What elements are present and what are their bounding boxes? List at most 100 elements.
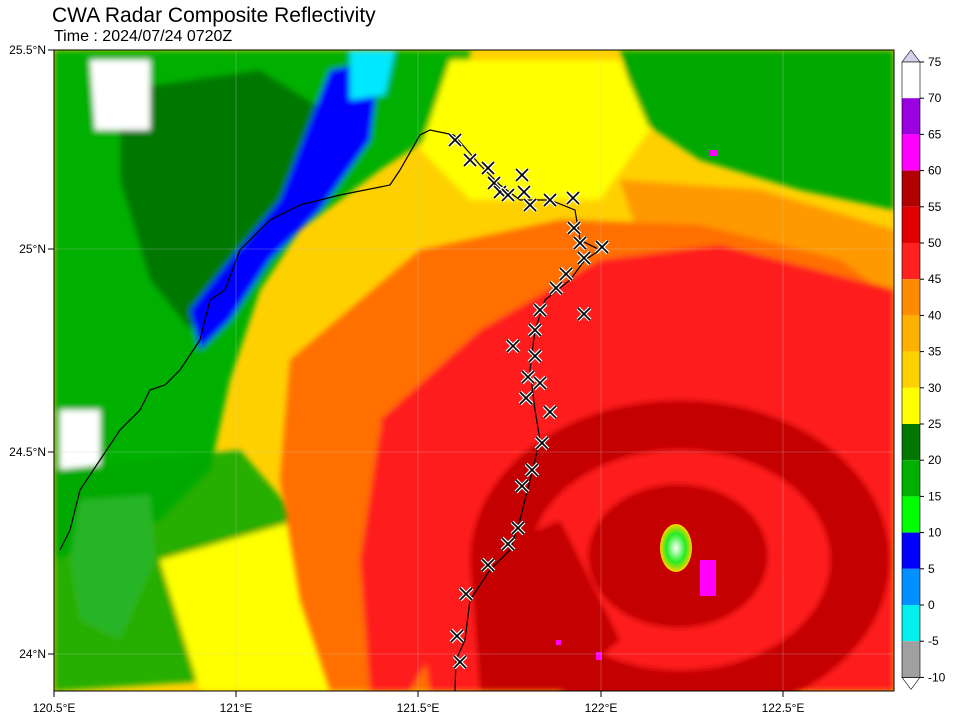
colorbar-label: 40 [928,308,942,322]
coastline [59,129,455,551]
colorbar-segment [902,641,920,678]
x-icon [576,250,592,266]
colorbar-label: 65 [928,127,942,141]
radar-echo-layer [54,50,894,691]
colorbar-label: 75 [928,55,942,69]
x-tick-label: 120.5°E [33,701,76,715]
x-icon [505,338,521,354]
x-icon [527,348,543,364]
colorbar-segment [902,496,920,533]
x-icon [566,220,582,236]
echo-red-west-band [360,400,470,691]
colorbar-label: -5 [928,634,939,648]
echo-darkred-south [470,520,620,691]
x-icon [447,132,463,148]
x-icon [558,266,574,282]
x-tick-label: 121°E [220,701,253,715]
x-icon [542,192,558,208]
echo-magenta-dot-1 [710,150,718,156]
x-icon [492,184,508,200]
colorbar-segment [902,315,920,352]
x-icon [548,280,564,296]
x-icon [449,628,465,644]
y-tick-label: 25.5°N [9,43,46,57]
colorbar-top-arrow [901,49,921,63]
x-icon [480,160,496,176]
typhoon-eye [660,524,692,572]
y-axis: 25.5°N 25°N 24.5°N 24°N [9,43,54,661]
colorbar-label: 0 [928,598,935,612]
x-icon [520,369,536,385]
x-icon [514,478,530,494]
colorbar-segment [902,134,920,171]
x-icon [532,375,548,391]
colorbar-segment [902,424,920,461]
colorbar-frame [901,61,921,678]
x-tick-label: 121.5°E [397,701,440,715]
x-axis: 120.5°E 121°E 121.5°E 122°E 122.5°E [33,691,805,715]
x-icon [516,184,532,200]
colorbar-label: 45 [928,272,942,286]
x-icon [565,190,581,206]
colorbar-segment [902,98,920,135]
y-tick-label: 25°N [19,242,46,256]
colorbar-label: 5 [928,562,935,576]
colorbar-segment [902,170,920,207]
x-tick-label: 122°E [585,701,618,715]
echo-yellow-north [420,60,650,200]
colorbar-label: 70 [928,91,942,105]
x-icon [576,306,592,322]
colorbar-label: 10 [928,526,942,540]
colorbar-segment [902,243,920,280]
colorbar-label: -10 [928,670,946,684]
colorbar-label: 35 [928,345,942,359]
echo-cyan-top [350,50,395,100]
x-icon [527,322,543,338]
echo-white-patch-1 [90,60,150,130]
colorbar-segment [902,279,920,316]
colorbar-label: 55 [928,200,942,214]
x-tick-label: 122.5°E [762,701,805,715]
x-icon [514,167,530,183]
colorbar-label: 20 [928,453,942,467]
colorbar-label: 30 [928,381,942,395]
colorbar-segment [902,532,920,569]
y-tick-label: 24.5°N [9,445,46,459]
x-icon [486,175,502,191]
colorbar-segment [902,206,920,243]
x-icon [532,302,548,318]
x-icon [462,152,478,168]
colorbar-segment [902,605,920,642]
echo-blue-band [190,60,380,350]
grid-lines [54,50,894,691]
echo-magenta-dot-3 [556,640,561,645]
x-icon [510,520,526,536]
y-tick-label: 24°N [19,647,46,661]
plot-frame [53,49,895,692]
x-icon [524,462,540,478]
x-icon [572,235,588,251]
colorbar-bottom-arrow [901,677,921,690]
x-icon [594,239,610,255]
chart-title: CWA Radar Composite Reflectivity [52,4,376,27]
colorbar-segment [902,460,920,497]
colorbar-label: 60 [928,164,942,178]
echo-green-northeast [620,50,894,210]
colorbar-label: 50 [928,236,942,250]
x-icon [458,586,474,602]
colorbar-label: 25 [928,417,942,431]
echo-white-patch-2 [60,410,100,470]
echo-darkgreen-west [120,70,340,330]
echo-magenta-dot-2 [596,652,602,660]
colorbar-label: 15 [928,489,942,503]
echo-magenta-patch [700,560,716,596]
x-icon [522,197,538,213]
colorbar-segment [902,62,920,99]
colorbar-segment [902,351,920,388]
colorbar-segment [902,568,920,605]
x-icon [518,390,534,406]
colorbar-segment [902,387,920,424]
x-icon [500,536,516,552]
